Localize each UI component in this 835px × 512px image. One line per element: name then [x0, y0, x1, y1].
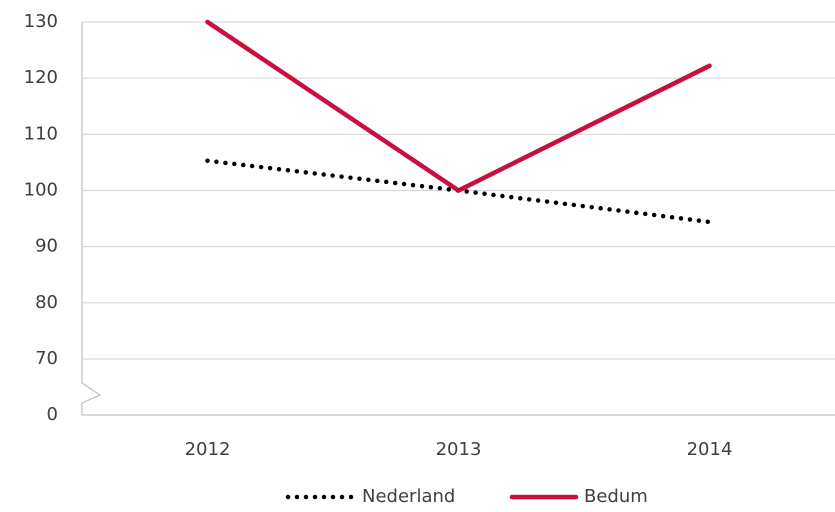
y-axis-line: [81, 22, 102, 415]
y-tick-label: 70: [35, 348, 58, 369]
x-tick-label: 2014: [687, 439, 733, 460]
y-tick-label: 130: [24, 11, 58, 32]
line-series: [205, 19, 712, 194]
y-tick-label: 110: [24, 123, 58, 144]
y-tick-label: 80: [35, 292, 58, 313]
y-tick-label: 120: [24, 67, 58, 88]
legend-label: Nederland: [362, 486, 455, 507]
legend-label: Bedum: [584, 486, 648, 507]
x-tick-label: 2012: [185, 439, 231, 460]
x-tick-label: 2013: [436, 439, 482, 460]
y-tick-label: 0: [47, 404, 58, 425]
y-tick-label: 90: [35, 236, 58, 257]
y-tick-label: 100: [24, 180, 58, 201]
